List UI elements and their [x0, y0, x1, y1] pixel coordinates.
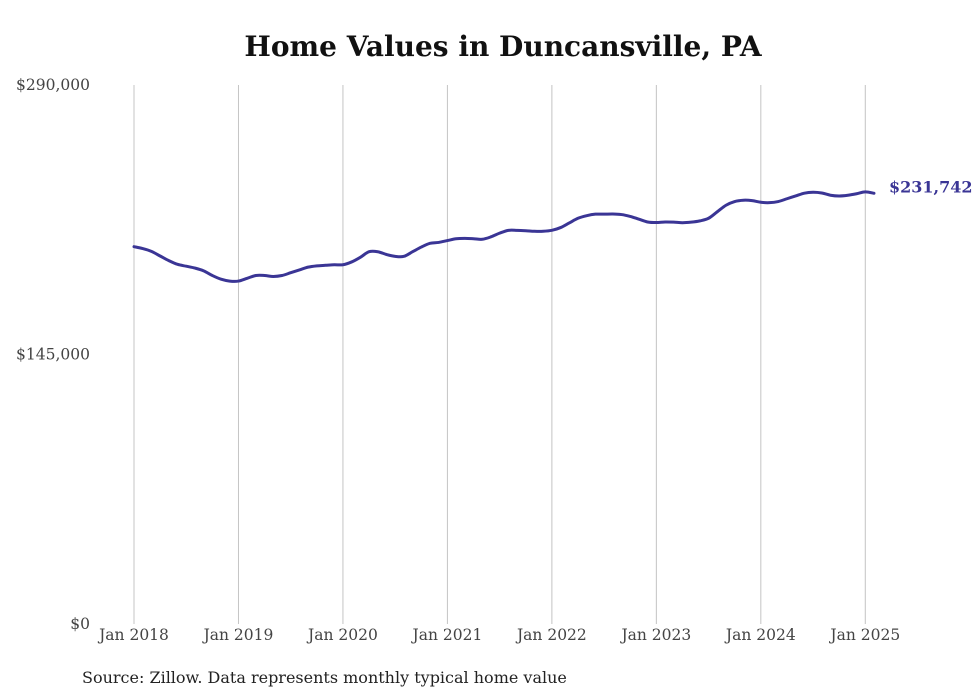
end-label-layer: $231,742 [889, 177, 973, 196]
y-axis-ticks: $0 $145,000 $290,000 [16, 76, 90, 633]
end-value-label: $231,742 [889, 177, 973, 196]
x-tick-label: Jan 2019 [202, 626, 274, 644]
y-tick-label: $0 [70, 615, 90, 633]
x-tick-label: Jan 2018 [97, 626, 169, 644]
x-tick-label: Jan 2024 [724, 626, 796, 644]
gridlines [133, 85, 866, 624]
source-note: Source: Zillow. Data represents monthly … [82, 668, 567, 687]
chart-title: Home Values in Duncansville, PA [244, 30, 762, 63]
line-chart: $0$145,000$290,000 Jan 2018 Jan 2019 Jan 2… [16, 76, 973, 644]
x-axis-ticks: Jan 2018 Jan 2019 Jan 2020 Jan 2021 Jan 2022… [97, 626, 900, 644]
x-tick-label: Jan 2020 [306, 626, 378, 644]
x-tick-label: Jan 2023 [619, 626, 691, 644]
x-tick-label: Jan 2021 [411, 626, 483, 644]
y-tick-label: $145,000 [16, 346, 90, 364]
series-layer [132, 190, 876, 283]
x-tick-label: Jan 2025 [828, 626, 900, 644]
home-value-line [132, 190, 876, 283]
y-tick-label: $290,000 [16, 76, 90, 94]
x-tick-label: Jan 2022 [515, 626, 587, 644]
